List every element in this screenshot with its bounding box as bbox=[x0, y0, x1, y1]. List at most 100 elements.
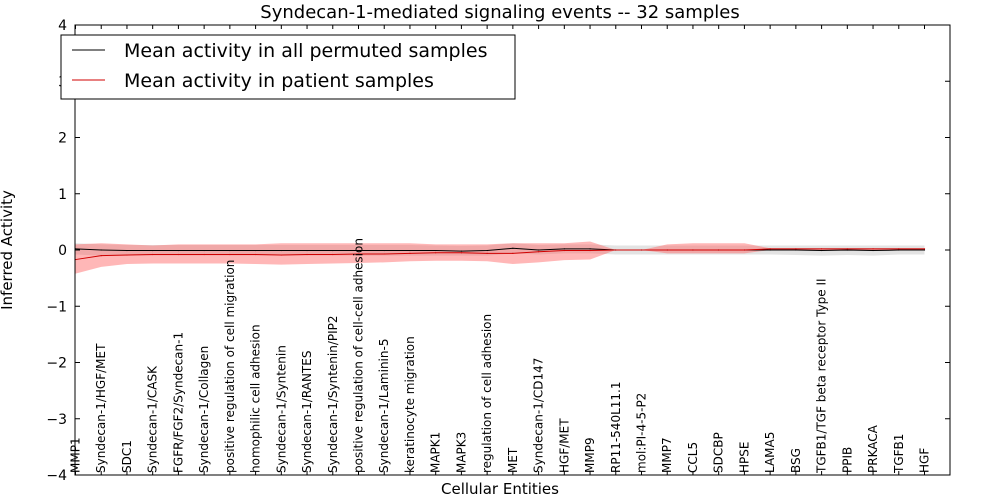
point-series-0-8 bbox=[280, 249, 282, 252]
point-series-1-14 bbox=[435, 252, 437, 254]
point-series-0-1 bbox=[100, 249, 102, 251]
point-series-0-30 bbox=[846, 249, 848, 251]
y-axis-label: Inferred Activity bbox=[0, 190, 16, 310]
category-label: HGF bbox=[918, 448, 932, 473]
category-label: TGFB1 bbox=[892, 434, 906, 474]
y-tick-label: 1 bbox=[58, 187, 67, 203]
point-series-1-22 bbox=[640, 249, 643, 251]
category-label: positive regulation of cell-cell adhesio… bbox=[352, 238, 366, 473]
point-series-0-10 bbox=[332, 249, 334, 252]
category-label: Syndecan-1/Syntenin bbox=[274, 345, 288, 473]
point-series-1-18 bbox=[537, 251, 540, 253]
category-labels: MMP1 Syndecan-1/HGF/MET SDC1 Syndecan-1/CAS… bbox=[69, 238, 932, 474]
point-series-0-29 bbox=[820, 249, 823, 252]
category-label: BSG bbox=[789, 448, 803, 473]
category-label: MMP1 bbox=[69, 437, 83, 473]
category-label: keratinocyte migration bbox=[403, 336, 417, 473]
category-label: Syndecan-1/HGF/MET bbox=[94, 343, 108, 473]
category-label: Syndecan-1/Laminin-5 bbox=[377, 339, 391, 473]
point-series-1-20 bbox=[589, 249, 591, 252]
point-series-0-4 bbox=[177, 249, 180, 252]
category-label: HPSE bbox=[737, 442, 751, 473]
category-label: Syndecan-1/RANTES bbox=[300, 351, 314, 473]
point-series-0-11 bbox=[357, 249, 360, 252]
point-series-0-16 bbox=[486, 249, 488, 252]
category-label: FGFR/FGF2/Syndecan-1 bbox=[171, 332, 185, 473]
y-tick-label: −2 bbox=[46, 356, 67, 372]
category-label: CCL5 bbox=[686, 442, 700, 473]
point-series-0-5 bbox=[203, 249, 205, 252]
y-tick-label: −1 bbox=[46, 299, 67, 315]
point-series-0-15 bbox=[460, 250, 463, 252]
point-series-1-19 bbox=[563, 249, 565, 252]
point-series-0-14 bbox=[435, 249, 437, 252]
category-label: homophilic cell adhesion bbox=[249, 324, 263, 473]
y-tick-label: 2 bbox=[58, 131, 67, 147]
category-label: Syndecan-1/Syntenin/PIP2 bbox=[326, 315, 340, 473]
point-series-0-2 bbox=[126, 249, 128, 252]
legend-box bbox=[60, 34, 516, 100]
category-label: RP11-540L11.1 bbox=[609, 382, 623, 473]
point-series-1-27 bbox=[769, 248, 771, 250]
point-series-1-10 bbox=[332, 253, 334, 256]
line-series-1 bbox=[75, 248, 925, 261]
category-label: MAPK3 bbox=[454, 432, 468, 473]
point-series-1-1 bbox=[100, 255, 102, 257]
point-series-0-9 bbox=[306, 249, 308, 252]
point-series-1-31 bbox=[872, 248, 874, 250]
series-lines bbox=[74, 247, 926, 261]
point-series-1-29 bbox=[820, 248, 823, 250]
point-series-1-17 bbox=[512, 252, 514, 254]
point-series-0-20 bbox=[589, 248, 591, 250]
category-label: MAPK1 bbox=[429, 432, 443, 473]
category-label: SDC1 bbox=[120, 440, 134, 473]
point-series-1-9 bbox=[306, 253, 308, 256]
category-label: PPIB bbox=[840, 447, 854, 473]
point-series-1-30 bbox=[846, 248, 848, 250]
category-label: HGF/MET bbox=[557, 418, 571, 473]
point-series-0-13 bbox=[409, 249, 411, 252]
category-label: regulation of cell adhesion bbox=[480, 314, 494, 473]
point-series-0-3 bbox=[152, 249, 154, 252]
chart-title: Syndecan-1-mediated signaling events -- … bbox=[260, 2, 739, 23]
category-label: Syndecan-1/Collagen bbox=[197, 346, 211, 473]
category-label: Syndecan-1/CASK bbox=[146, 365, 160, 473]
category-label: MMP9 bbox=[583, 437, 597, 473]
category-label: mol:PI-4-5-P2 bbox=[635, 393, 649, 473]
y-tick-label: −3 bbox=[46, 412, 67, 428]
point-series-1-5 bbox=[203, 253, 205, 256]
point-series-1-33 bbox=[923, 248, 926, 250]
point-series-1-8 bbox=[280, 254, 282, 256]
point-series-1-26 bbox=[743, 249, 746, 251]
legend: Mean activity in all permuted samples Me… bbox=[60, 34, 516, 100]
point-series-1-3 bbox=[152, 253, 154, 256]
point-series-1-25 bbox=[718, 249, 720, 251]
y-tick-label: 0 bbox=[58, 243, 67, 259]
category-label: LAMA5 bbox=[763, 432, 777, 473]
point-series-1-23 bbox=[666, 249, 668, 251]
point-series-0-31 bbox=[872, 249, 874, 252]
point-series-0-33 bbox=[923, 249, 926, 251]
plot-frame bbox=[74, 24, 951, 476]
category-label: MET bbox=[506, 447, 520, 473]
category-label: TGFB1/TGF beta receptor Type II bbox=[815, 278, 829, 474]
point-series-1-13 bbox=[409, 252, 411, 254]
legend-label-patient: Mean activity in patient samples bbox=[124, 70, 434, 92]
point-series-1-4 bbox=[177, 253, 180, 256]
point-series-1-21 bbox=[615, 249, 617, 251]
category-label: PRKACA bbox=[866, 424, 880, 473]
point-series-1-28 bbox=[795, 248, 797, 250]
point-series-1-2 bbox=[126, 254, 128, 256]
point-series-1-11 bbox=[357, 253, 360, 255]
category-label: Syndecan-1/CD147 bbox=[532, 358, 546, 473]
point-series-1-12 bbox=[383, 253, 385, 255]
point-series-1-24 bbox=[692, 249, 694, 251]
category-label: positive regulation of cell migration bbox=[223, 260, 237, 473]
legend-label-permuted: Mean activity in all permuted samples bbox=[124, 40, 487, 62]
point-series-0-6 bbox=[229, 249, 231, 252]
point-series-0-12 bbox=[383, 249, 385, 252]
point-series-0-28 bbox=[795, 249, 797, 251]
y-tick-label: −4 bbox=[46, 468, 67, 484]
x-axis-label: Cellular Entities bbox=[441, 480, 559, 498]
